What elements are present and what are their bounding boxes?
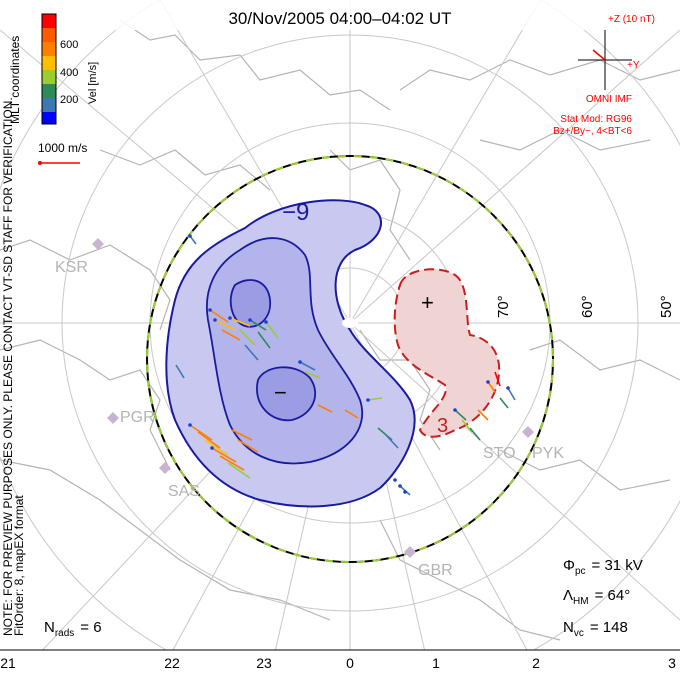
stat-phi-pc: Φpc = 31 kV bbox=[563, 557, 643, 577]
imf-stat-mod: Stat Mod: RG96 bbox=[560, 114, 632, 125]
heppner-maynard-boundary-dash bbox=[146, 155, 554, 563]
colorbar-label: Vel [m/s] bbox=[87, 62, 99, 104]
mlt-tick-23: 23 bbox=[256, 655, 272, 671]
fit-order-label: FitOrder: 8, mapEX format bbox=[12, 495, 26, 636]
imf-y-label: +Y bbox=[627, 60, 640, 71]
negative-cell-core bbox=[256, 366, 316, 422]
stat-lambda-hm: ΛHM = 64° bbox=[563, 587, 630, 607]
station-markers bbox=[92, 238, 534, 558]
preview-note: NOTE: FOR PREVIEW PURPOSES ONLY. PLEASE … bbox=[1, 97, 15, 636]
latitude-label-70: 70° bbox=[495, 295, 512, 318]
station-ksr: KSR bbox=[55, 259, 88, 276]
pole-marker bbox=[342, 318, 358, 328]
latitude-label-60: 60° bbox=[579, 295, 596, 318]
colorbar-tick-400: 400 bbox=[60, 67, 78, 79]
latitude-label-50: 50° bbox=[658, 295, 675, 318]
scale-vector-label: 1000 m/s bbox=[38, 141, 87, 155]
colorbar-tick-200: 200 bbox=[60, 94, 78, 106]
map-title: 30/Nov/2005 04:00–04:02 UT bbox=[228, 9, 451, 28]
stat-n-rads: Nrads = 6 bbox=[44, 619, 102, 639]
velocity-colorbar bbox=[41, 13, 57, 125]
velocity-vectors bbox=[175, 235, 516, 496]
colorbar-tick-600: 600 bbox=[60, 39, 78, 51]
scale-vector-origin bbox=[38, 161, 42, 165]
mlt-tick-2: 2 bbox=[532, 655, 540, 671]
positive-cell bbox=[393, 268, 501, 438]
mlt-tick-1: 1 bbox=[432, 655, 440, 671]
station-gbr: GBR bbox=[418, 562, 453, 579]
vector-origins bbox=[188, 234, 510, 494]
imf-source: OMNI IMF bbox=[586, 94, 632, 105]
mlt-tick-22: 22 bbox=[164, 655, 180, 671]
station-pgr: PGR bbox=[120, 409, 155, 426]
mlt-coordinates-label: MLT coordinates bbox=[8, 36, 22, 124]
contour-label-plus: + bbox=[421, 290, 434, 315]
mlt-tick-21: 21 bbox=[0, 655, 16, 671]
stat-n-vc: Nvc = 148 bbox=[563, 619, 628, 639]
imf-condition: Bz+/By−, 4<BT<6 bbox=[553, 126, 632, 137]
negative-cell-inner bbox=[229, 279, 271, 328]
mlt-tick-3: 3 bbox=[668, 655, 676, 671]
station-sas: SAS bbox=[168, 483, 200, 500]
coastlines bbox=[0, 19, 680, 641]
contour-label-minus-nine: −9 bbox=[282, 199, 309, 226]
mlt-tick-0: 0 bbox=[346, 655, 354, 671]
contour-label-three: 3 bbox=[437, 415, 448, 437]
station-pyk: PYK bbox=[532, 445, 564, 462]
station-sto: STO bbox=[483, 445, 516, 462]
contour-label-minus: − bbox=[274, 380, 287, 405]
imf-z-label: +Z (10 nT) bbox=[608, 14, 655, 25]
imf-clock bbox=[578, 30, 632, 90]
